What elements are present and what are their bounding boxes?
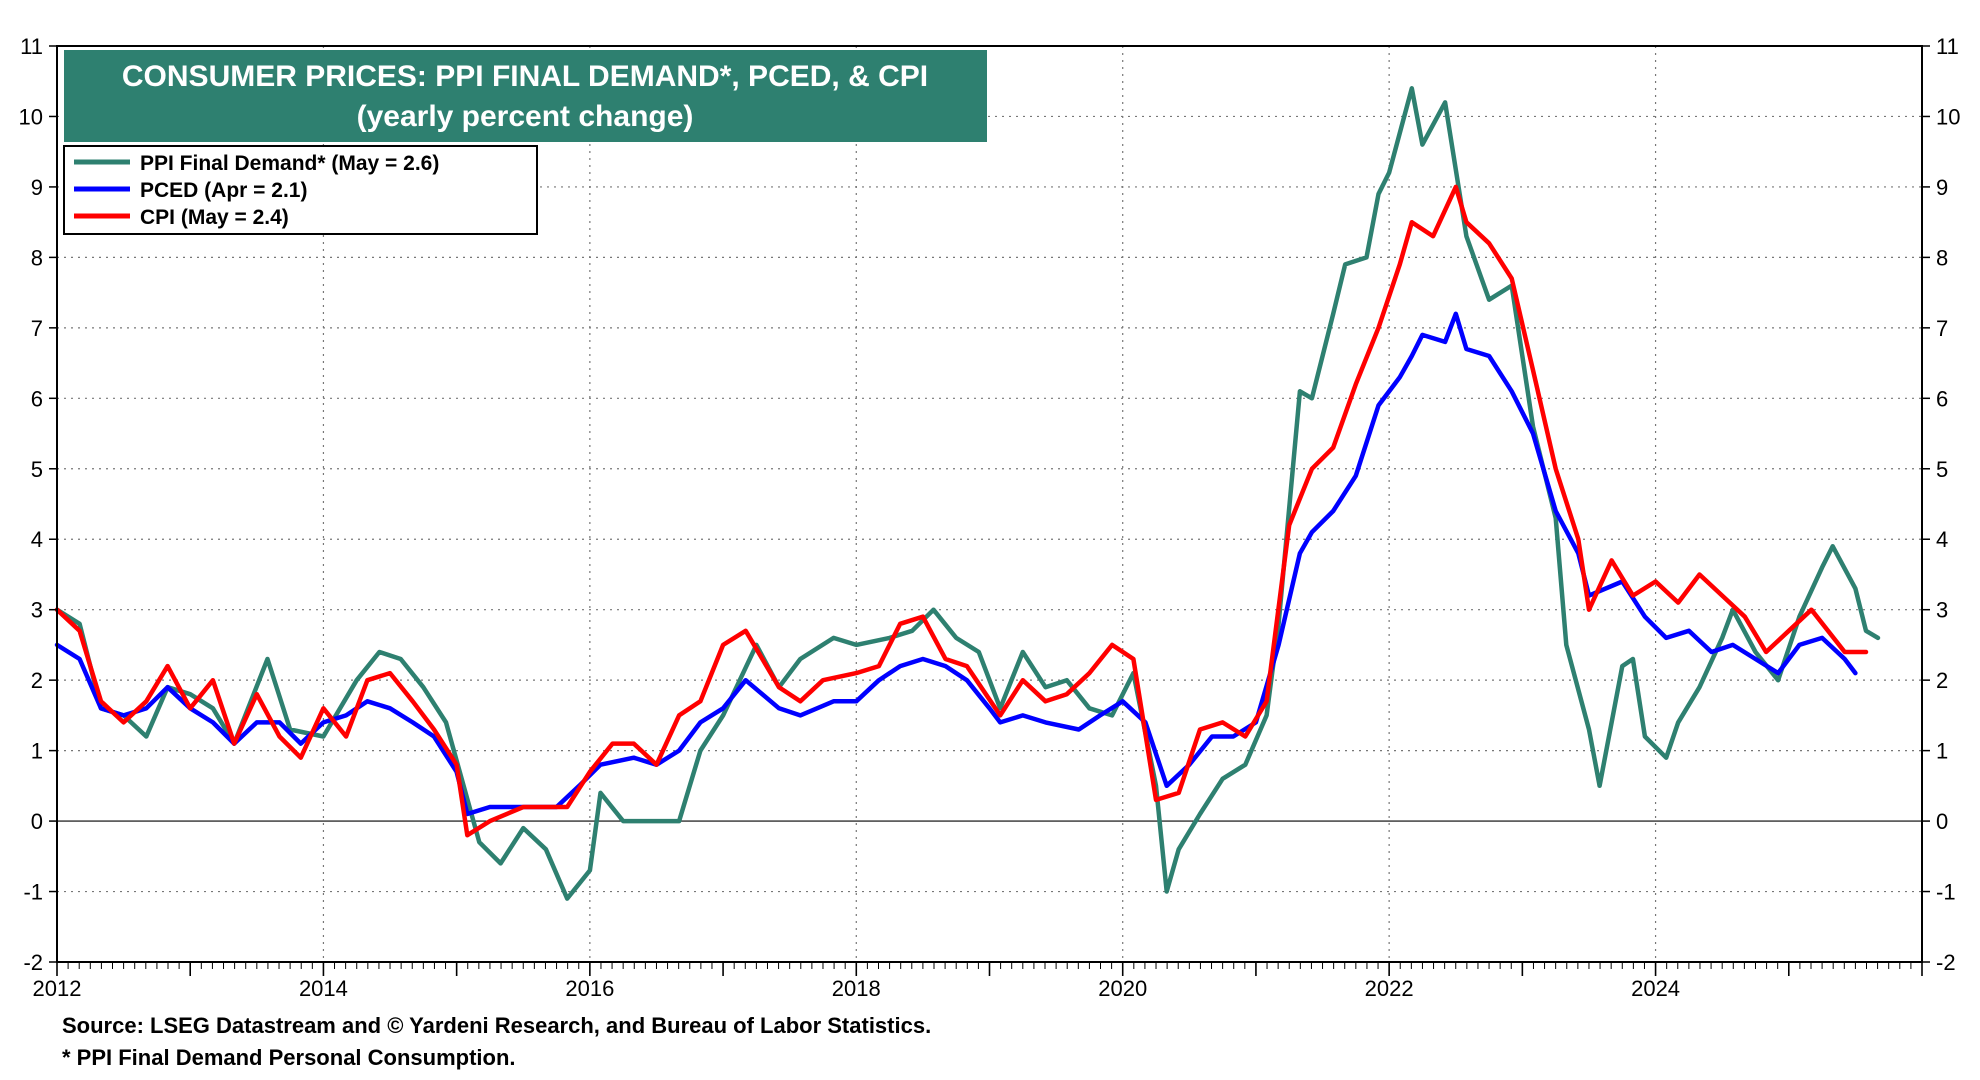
chart-subtitle: (yearly percent change): [357, 100, 694, 133]
y-tick-label-left: 1: [31, 739, 43, 764]
y-tick-label-right: 10: [1936, 104, 1960, 129]
title-box: CONSUMER PRICES: PPI FINAL DEMAND*, PCED…: [64, 50, 987, 142]
legend-label-cpi: CPI (May = 2.4): [140, 206, 289, 229]
y-tick-label-right: 1: [1936, 739, 1948, 764]
x-tick-label: 2024: [1631, 976, 1680, 1001]
y-tick-label-right: 7: [1936, 316, 1948, 341]
y-tick-label-right: -1: [1936, 880, 1956, 905]
source-note: Source: LSEG Datastream and © Yardeni Re…: [62, 1013, 932, 1038]
x-tick-label: 2016: [565, 976, 614, 1001]
legend-label-ppi: PPI Final Demand* (May = 2.6): [140, 152, 439, 175]
footnote: * PPI Final Demand Personal Consumption.: [62, 1045, 516, 1070]
y-tick-label-left: 8: [31, 245, 43, 270]
y-tick-label-right: 6: [1936, 386, 1948, 411]
y-tick-label-right: 8: [1936, 245, 1948, 270]
legend: PPI Final Demand* (May = 2.6) PCED (Apr …: [63, 145, 538, 235]
series-line-cpi: [54, 184, 1869, 838]
y-tick-label-left: -1: [23, 880, 43, 905]
chart-title: CONSUMER PRICES: PPI FINAL DEMAND*, PCED…: [122, 60, 928, 93]
y-tick-label-right: -2: [1936, 950, 1956, 975]
y-tick-label-left: 2: [31, 668, 43, 693]
y-tick-label-right: 2: [1936, 668, 1948, 693]
y-tick-label-right: 4: [1936, 527, 1948, 552]
y-tick-label-left: 3: [31, 598, 43, 623]
grid: [57, 46, 1922, 962]
series-line-ppi: [54, 86, 1881, 901]
y-tick-label-right: 11: [1936, 34, 1959, 59]
x-tick-label: 2020: [1098, 976, 1147, 1001]
y-tick-label-left: 7: [31, 316, 43, 341]
x-tick-label: 2012: [33, 976, 82, 1001]
legend-label-pced: PCED (Apr = 2.1): [140, 179, 307, 202]
y-tick-label-left: 9: [31, 175, 43, 200]
x-tick-label: 2018: [832, 976, 881, 1001]
y-tick-label-left: 0: [31, 809, 43, 834]
y-tick-label-left: 11: [20, 34, 43, 59]
y-tick-label-right: 9: [1936, 175, 1948, 200]
x-tick-label: 2022: [1365, 976, 1414, 1001]
series-layer: [54, 86, 1881, 901]
y-tick-label-left: 5: [31, 457, 43, 482]
y-tick-label-right: 0: [1936, 809, 1948, 834]
y-tick-label-left: 10: [19, 104, 43, 129]
y-tick-label-right: 3: [1936, 598, 1948, 623]
x-tick-label: 2014: [299, 976, 348, 1001]
y-tick-label-left: 6: [31, 386, 43, 411]
y-tick-label-right: 5: [1936, 457, 1948, 482]
series-line-pced: [54, 311, 1858, 817]
y-tick-label-left: 4: [31, 527, 43, 552]
y-tick-label-left: -2: [23, 950, 43, 975]
